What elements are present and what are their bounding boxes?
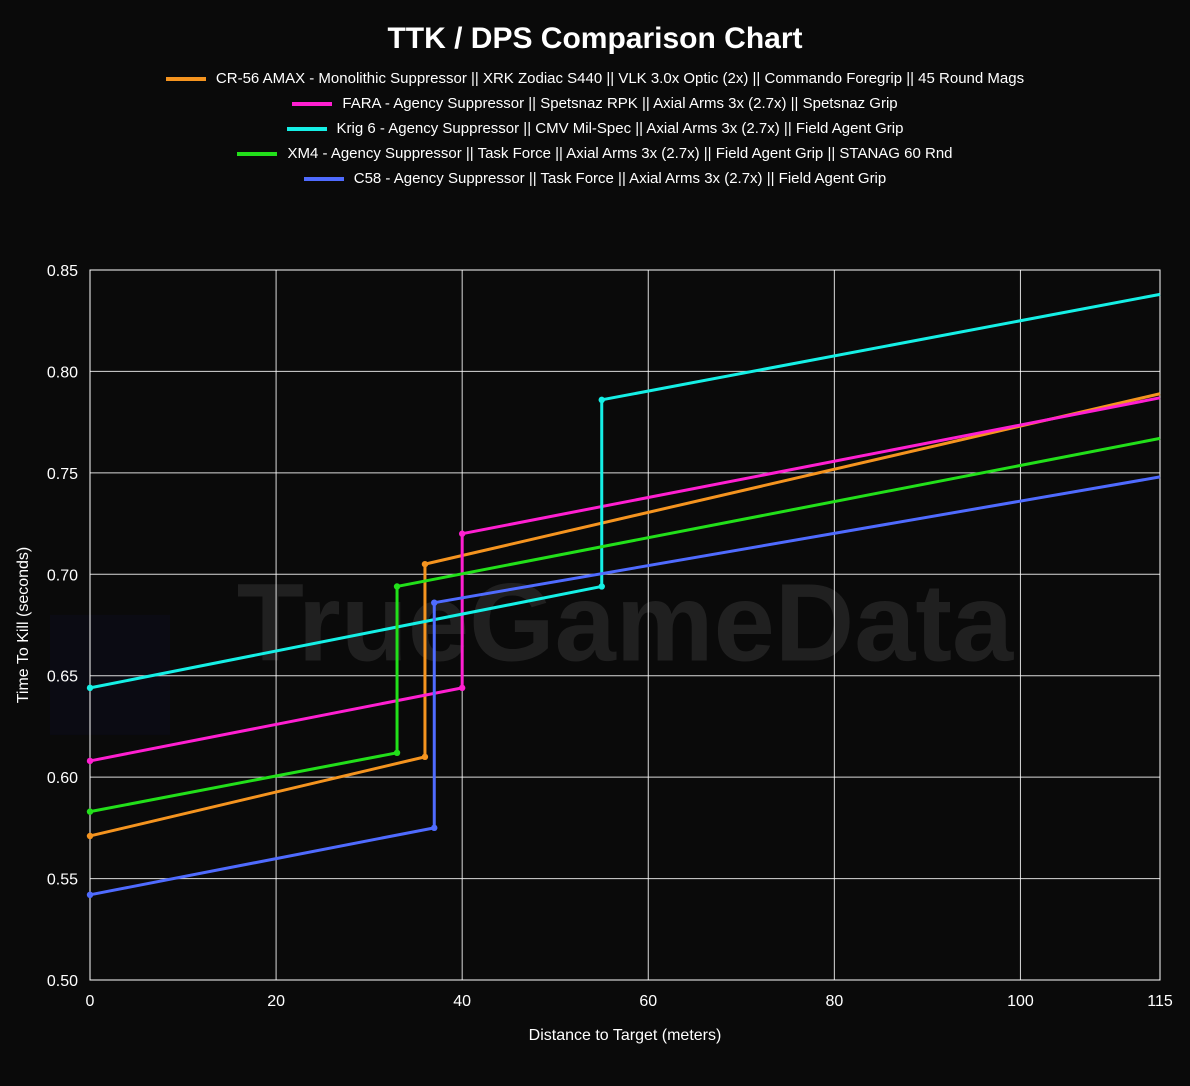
series-marker (87, 758, 93, 764)
x-tick-label: 80 (825, 993, 843, 1010)
x-tick-label: 115 (1147, 993, 1173, 1010)
series-marker (431, 599, 437, 605)
legend-swatch (292, 102, 332, 106)
series-marker (422, 754, 428, 760)
y-tick-label: 0.50 (47, 973, 78, 990)
x-tick-label: 0 (86, 993, 95, 1010)
x-tick-label: 60 (639, 993, 657, 1010)
series-marker (599, 397, 605, 403)
chart-svg: TrueGameData 0 20 40 60 80 100 115 0.50 0.55 0.60 0… (0, 260, 1190, 1060)
y-tick-label: 0.65 (47, 669, 78, 686)
watermark: TrueGameData (237, 562, 1014, 685)
legend-label: FARA - Agency Suppressor || Spetsnaz RPK… (342, 95, 897, 112)
legend-item[interactable]: FARA - Agency Suppressor || Spetsnaz RPK… (292, 95, 897, 112)
legend-label: XM4 - Agency Suppressor || Task Force ||… (287, 145, 952, 162)
legend-swatch (166, 77, 206, 81)
y-tick-label: 0.60 (47, 770, 78, 787)
series-line (90, 477, 1160, 895)
legend-swatch (304, 177, 344, 181)
legend-swatch (237, 152, 277, 156)
y-axis-label: Time To Kill (seconds) (15, 547, 32, 704)
y-tick-label: 0.80 (47, 364, 78, 381)
legend-item[interactable]: XM4 - Agency Suppressor || Task Force ||… (237, 145, 952, 162)
series-marker (87, 808, 93, 814)
chart-area: TrueGameData 0 20 40 60 80 100 115 0.50 0.55 0.60 0… (0, 260, 1190, 1060)
y-tick-label: 0.55 (47, 872, 78, 889)
series-marker (422, 561, 428, 567)
x-axis-label: Distance to Target (meters) (529, 1027, 722, 1044)
series-marker (431, 825, 437, 831)
series-marker (459, 531, 465, 537)
series-marker (87, 833, 93, 839)
legend-label: C58 - Agency Suppressor || Task Force ||… (354, 170, 887, 187)
series-marker (87, 892, 93, 898)
series-marker (394, 750, 400, 756)
series-marker (87, 685, 93, 691)
legend-item[interactable]: CR-56 AMAX - Monolithic Suppressor || XR… (166, 70, 1024, 87)
y-tick-label: 0.85 (47, 263, 78, 280)
series-marker (459, 685, 465, 691)
legend-swatch (287, 127, 327, 131)
x-tick-label: 40 (453, 993, 471, 1010)
x-tick-label: 100 (1007, 993, 1034, 1010)
x-tick-label: 20 (267, 993, 285, 1010)
legend: CR-56 AMAX - Monolithic Suppressor || XR… (0, 70, 1190, 187)
legend-item[interactable]: C58 - Agency Suppressor || Task Force ||… (304, 170, 887, 187)
y-tick-label: 0.75 (47, 466, 78, 483)
chart-container: TTK / DPS Comparison Chart CR-56 AMAX - … (0, 0, 1190, 1086)
chart-title: TTK / DPS Comparison Chart (0, 22, 1190, 56)
y-tick-label: 0.70 (47, 567, 78, 584)
legend-item[interactable]: Krig 6 - Agency Suppressor || CMV Mil-Sp… (287, 120, 904, 137)
legend-label: CR-56 AMAX - Monolithic Suppressor || XR… (216, 70, 1024, 87)
legend-label: Krig 6 - Agency Suppressor || CMV Mil-Sp… (337, 120, 904, 137)
series-marker (599, 583, 605, 589)
series-marker (394, 583, 400, 589)
